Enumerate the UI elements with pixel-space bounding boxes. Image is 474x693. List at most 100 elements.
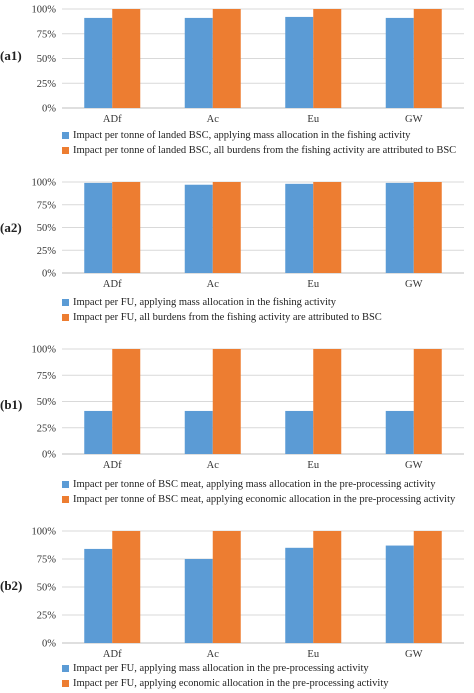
y-tick-label: 50% bbox=[37, 583, 57, 594]
bar bbox=[212, 182, 241, 273]
legend-swatch bbox=[62, 132, 69, 139]
y-tick-label: 100% bbox=[32, 5, 57, 16]
x-tick-label: GW bbox=[405, 460, 423, 471]
y-tick-label: 75% bbox=[37, 200, 57, 211]
bar bbox=[184, 184, 213, 273]
bar bbox=[212, 531, 241, 643]
x-tick-label: ADf bbox=[103, 460, 122, 471]
bar bbox=[413, 531, 442, 643]
y-tick-label: 50% bbox=[37, 54, 57, 65]
bar bbox=[413, 349, 442, 454]
panel-b2: (b2) 0% 25% 50% 75% 100% ADf Ac Eu GW Impact per… bbox=[0, 518, 474, 693]
bar bbox=[184, 559, 213, 643]
bar-chart: 0% 25% 50% 75% 100% ADf Ac Eu GW bbox=[32, 5, 464, 125]
y-tick-label: 0% bbox=[42, 639, 56, 650]
y-tick-label: 0% bbox=[42, 104, 56, 115]
legend-swatch bbox=[62, 665, 69, 672]
legend-item: Impact per FU, applying mass allocation … bbox=[62, 661, 389, 676]
panel-b1: (b1) 0% 25% 50% 75% 100% ADf Ac Eu GW Impact per… bbox=[0, 340, 474, 515]
bar bbox=[285, 410, 314, 454]
x-tick-label: Ac bbox=[207, 460, 220, 471]
bar bbox=[385, 410, 414, 454]
y-tick-label: 100% bbox=[32, 178, 57, 189]
legend-swatch bbox=[62, 496, 69, 503]
x-tick-label: Eu bbox=[307, 279, 319, 290]
legend-item: Impact per tonne of BSC meat, applying m… bbox=[62, 477, 455, 492]
y-tick-label: 25% bbox=[37, 423, 57, 434]
bar bbox=[285, 16, 314, 109]
panel-a2: (a2) 0% 25% 50% 75% 100% ADf Ac Eu GW Impact per… bbox=[0, 172, 474, 340]
legend-swatch bbox=[62, 147, 69, 154]
y-tick-label: 75% bbox=[37, 555, 57, 566]
bar bbox=[285, 183, 314, 273]
legend-swatch bbox=[62, 299, 69, 306]
y-tick-label: 25% bbox=[37, 246, 57, 257]
legend-item: Impact per tonne of landed BSC, applying… bbox=[62, 128, 456, 143]
legend-label: Impact per FU, all burdens from the fish… bbox=[73, 312, 382, 323]
y-tick-label: 25% bbox=[37, 611, 57, 622]
bar-chart: 0% 25% 50% 75% 100% ADf Ac Eu GW bbox=[32, 178, 464, 290]
bar bbox=[112, 349, 141, 454]
legend: Impact per FU, applying mass allocation … bbox=[62, 661, 389, 691]
bar-chart: 0% 25% 50% 75% 100% ADf Ac Eu GW bbox=[32, 345, 464, 471]
bar bbox=[112, 531, 141, 643]
bar bbox=[84, 410, 113, 454]
bar bbox=[313, 182, 342, 273]
bar bbox=[285, 547, 314, 643]
legend-label: Impact per tonne of BSC meat, applying e… bbox=[73, 494, 456, 505]
y-tick-label: 50% bbox=[37, 223, 57, 234]
legend: Impact per tonne of landed BSC, applying… bbox=[62, 128, 456, 158]
y-tick-label: 100% bbox=[32, 345, 57, 356]
legend-label: Impact per tonne of landed BSC, all burd… bbox=[73, 145, 457, 156]
bar bbox=[184, 17, 213, 108]
legend-label: Impact per tonne of landed BSC, applying… bbox=[73, 130, 411, 141]
x-tick-label: ADf bbox=[103, 279, 122, 290]
y-tick-label: 50% bbox=[37, 397, 57, 408]
x-tick-label: Ac bbox=[207, 279, 220, 290]
bar bbox=[413, 182, 442, 273]
panel-a1: (a1) 0% 25% 50% 75% 100% ADf Ac Eu GW Impact per… bbox=[0, 0, 474, 168]
x-tick-label: Ac bbox=[207, 114, 220, 125]
legend-item: Impact per FU, applying mass allocation … bbox=[62, 295, 382, 310]
bar bbox=[184, 410, 213, 454]
bar bbox=[385, 17, 414, 108]
bar bbox=[385, 182, 414, 273]
legend-label: Impact per tonne of BSC meat, applying m… bbox=[73, 479, 436, 490]
legend-label: Impact per FU, applying mass allocation … bbox=[73, 297, 337, 308]
legend-label: Impact per FU, applying economic allocat… bbox=[73, 678, 389, 689]
x-tick-label: GW bbox=[405, 649, 423, 660]
bar bbox=[413, 9, 442, 108]
legend-label: Impact per FU, applying mass allocation … bbox=[73, 663, 369, 674]
y-tick-label: 75% bbox=[37, 29, 57, 40]
x-tick-label: Eu bbox=[307, 460, 319, 471]
legend: Impact per FU, applying mass allocation … bbox=[62, 295, 382, 325]
bar bbox=[212, 9, 241, 108]
bar bbox=[313, 349, 342, 454]
y-tick-label: 0% bbox=[42, 450, 56, 461]
legend-swatch bbox=[62, 680, 69, 687]
panel-label: (b1) bbox=[0, 397, 23, 412]
bar bbox=[212, 349, 241, 454]
x-tick-label: Ac bbox=[207, 649, 220, 660]
panel-label: (a2) bbox=[0, 220, 22, 235]
x-tick-label: GW bbox=[405, 114, 423, 125]
bar bbox=[112, 182, 141, 273]
legend-swatch bbox=[62, 481, 69, 488]
bar bbox=[84, 548, 113, 643]
bar bbox=[313, 531, 342, 643]
legend-swatch bbox=[62, 314, 69, 321]
y-tick-label: 0% bbox=[42, 269, 56, 280]
legend-item: Impact per FU, all burdens from the fish… bbox=[62, 310, 382, 325]
bar bbox=[313, 9, 342, 108]
y-tick-label: 75% bbox=[37, 371, 57, 382]
panel-label: (b2) bbox=[0, 578, 23, 593]
bar bbox=[385, 545, 414, 643]
bar bbox=[84, 17, 113, 108]
y-tick-label: 25% bbox=[37, 79, 57, 90]
x-tick-label: Eu bbox=[307, 114, 319, 125]
y-tick-label: 100% bbox=[32, 527, 57, 538]
x-tick-label: Eu bbox=[307, 649, 319, 660]
legend-item: Impact per tonne of landed BSC, all burd… bbox=[62, 143, 456, 158]
bar bbox=[84, 182, 113, 273]
bar bbox=[112, 9, 141, 108]
